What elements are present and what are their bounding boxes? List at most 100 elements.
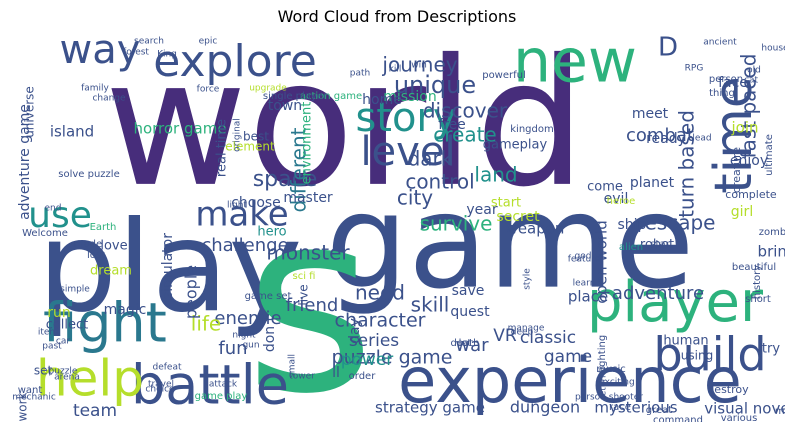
word-day: day [347,318,363,344]
word-choice: choice [145,385,175,395]
word-land: land [474,163,517,187]
word-map: map [775,406,785,417]
word-live: live [297,284,311,305]
word-style: style [523,268,533,290]
word-simulator: simulator [160,233,176,299]
word-ready: ready [646,131,686,147]
word-set: set [34,364,53,378]
word-music: music [596,364,626,375]
word-ship: ship [618,217,647,233]
word-ultimate: ultimate [764,134,775,176]
word-journey: journey [381,53,457,77]
word-person: person [709,74,743,85]
word-dream: dream [90,264,132,279]
word-start: start [491,196,521,211]
word-play: play [38,195,303,340]
word-change: change [92,94,126,104]
word-visual-novel: visual novel [704,400,785,418]
word-cat: cat [744,76,758,86]
word-mysterious: mysterious [594,399,677,417]
word-game: game [326,166,695,318]
word-face: face [718,75,748,91]
word-vr: VR [493,326,517,346]
word-survive: survive [420,212,493,236]
word-different: different [287,127,311,212]
word-small: small [288,354,298,378]
word-build: build [653,328,766,382]
word-d: D [658,36,678,63]
word-place: place [568,288,608,306]
word-series: series [349,331,399,351]
word-house: house [761,44,785,54]
word-order: order [349,371,377,382]
word-lost: lost [87,250,105,261]
word-alien: alien [619,242,643,253]
word-secret: secret [496,209,540,225]
word-character: character [335,310,426,332]
word-single-player: single player [263,91,328,102]
word-dark: dark [408,147,453,171]
word-lot: lot [459,338,472,349]
word-need: need [355,281,405,305]
word-history: history [752,265,763,299]
chart-title: Word Cloud from Descriptions [277,7,517,26]
word-collect: collect [46,318,89,333]
word-forest: forest [123,48,149,58]
word-upgrade: upgrade [249,84,287,94]
word-adventure: adventure [612,283,704,304]
word-enjoy: enjoy [730,153,768,169]
word-turn-based: turn based [675,110,699,218]
word-command: command [653,415,703,422]
word-welcome: Welcome [22,228,68,239]
word-make: make [195,195,288,235]
word-friend: friend [286,295,339,316]
word-mode: mode [74,239,102,250]
word-master: master [283,190,333,206]
word-experience: experience [398,344,742,417]
word-environment: environment [300,102,315,185]
word-people: people [182,265,201,319]
word-fun: fun [218,338,247,359]
word-car: car [56,337,70,347]
word-path: path [350,69,370,79]
word-tower: tower [289,372,315,382]
word-level: level [360,129,455,175]
word-powerful: powerful [482,70,526,81]
word-king: King [157,50,177,60]
word-time: time [704,76,764,193]
word-manage: manage [508,324,545,334]
word-battle: battle [131,354,289,417]
word-unique: unique [394,71,476,99]
word-night: night [232,331,256,341]
word-real-time: real time [215,119,230,177]
word-s: s [245,157,375,422]
word-create: create [433,123,497,147]
word-help: help [36,350,144,408]
word-travel: travel [148,380,174,390]
word-god: god [575,252,592,262]
word-ancient: ancient [703,38,737,48]
word-solve-puzzle: solve puzzle [58,169,119,180]
word-element: element [225,140,275,154]
word-learn: learn [573,279,596,289]
word-work: work [16,392,30,421]
word-open-world: open world [593,220,611,304]
word-home: home [362,92,402,108]
word-light: light [227,201,247,211]
word-town: town [268,98,302,114]
word-win: win [411,61,427,71]
word-fast-paced: fast paced [737,54,761,159]
word-using: using [681,349,713,363]
word-player: player [587,270,764,335]
word-combat: combat [626,125,694,146]
word-planet: planet [630,175,675,191]
word-girl: girl [731,204,753,220]
word-new: new [513,36,637,97]
word-deep: deep [511,328,534,338]
word-dungeon: dungeon [510,398,580,417]
word-ll: ll [332,365,340,381]
word-human: human [663,334,708,349]
word-creature: creature [730,147,743,193]
word-exciting: exciting [599,378,634,388]
word-attack: attack [209,380,238,390]
